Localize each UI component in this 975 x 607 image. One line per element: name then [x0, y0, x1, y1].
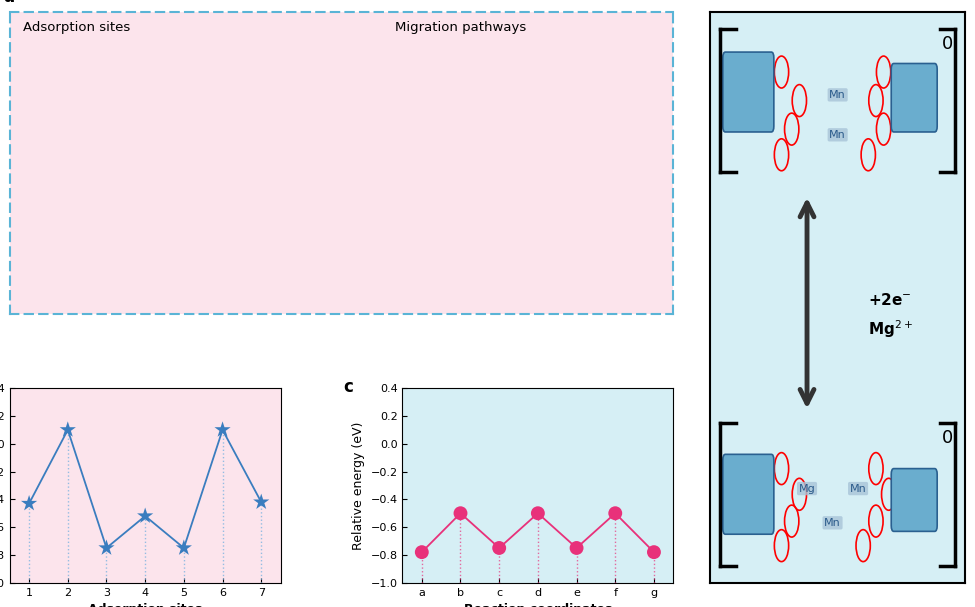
Text: d: d	[646, 12, 658, 30]
Point	[568, 543, 584, 553]
Point	[452, 509, 468, 518]
Point	[646, 548, 662, 557]
Y-axis label: Relative energy (eV): Relative energy (eV)	[352, 421, 365, 549]
Point	[530, 509, 546, 518]
Point	[176, 543, 192, 553]
FancyBboxPatch shape	[891, 64, 937, 132]
Text: Mg: Mg	[799, 484, 815, 493]
FancyBboxPatch shape	[891, 469, 937, 531]
Point	[214, 425, 230, 435]
Text: Migration pathways: Migration pathways	[395, 21, 526, 34]
Point	[137, 511, 153, 521]
Point	[254, 497, 269, 507]
Text: 0: 0	[942, 35, 953, 53]
Point	[607, 509, 623, 518]
Text: a: a	[3, 0, 15, 6]
Text: 0: 0	[942, 429, 953, 447]
Text: Adsorption sites: Adsorption sites	[23, 21, 131, 34]
Point	[21, 498, 37, 508]
Point	[98, 543, 114, 553]
Text: Mn: Mn	[830, 90, 846, 100]
Text: Mg$^{2+}$: Mg$^{2+}$	[869, 318, 914, 340]
Text: Mn: Mn	[849, 484, 867, 493]
Text: Mn: Mn	[824, 518, 840, 528]
Point	[414, 548, 430, 557]
X-axis label: Reaction coordinates: Reaction coordinates	[464, 603, 612, 607]
FancyBboxPatch shape	[722, 455, 774, 534]
X-axis label: Adsorption sites: Adsorption sites	[88, 603, 203, 607]
Point	[60, 425, 76, 435]
FancyBboxPatch shape	[722, 52, 774, 132]
Point	[491, 543, 507, 553]
Text: c: c	[343, 378, 353, 396]
Text: Mn: Mn	[830, 130, 846, 140]
Text: +2e$^{-}$: +2e$^{-}$	[869, 293, 912, 308]
